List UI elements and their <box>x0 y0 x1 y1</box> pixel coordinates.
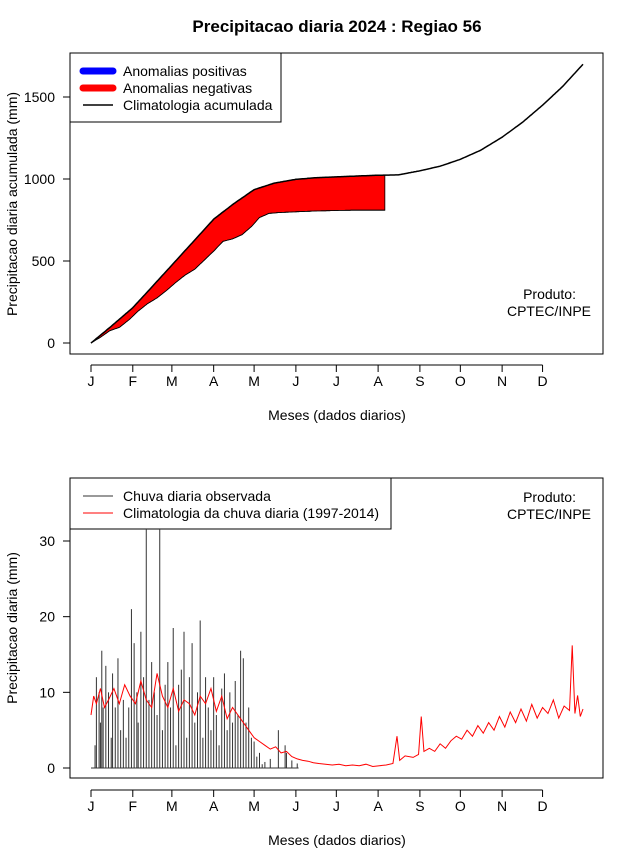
p2-month-label-0: J <box>88 798 95 814</box>
p1-month-label-5: J <box>292 373 299 389</box>
cumulative-precipitation-panel: 0 500 1000 1500 J F M A M J J A S O N D Meses (dados d… <box>4 52 604 423</box>
observed-cumulative-line <box>90 209 385 344</box>
y-axis-label-daily: Precipitacao diaria (mm) <box>4 552 20 704</box>
legend-label-clim-daily: Climatologia da chuva diaria (1997-2014) <box>123 505 379 521</box>
legend-daily: Chuva diaria observada Climatologia da c… <box>69 477 392 530</box>
p2-ytick-label-3: 30 <box>39 533 55 549</box>
p2-month-label-8: S <box>415 798 424 814</box>
daily-precipitation-panel: 0 10 20 30 J F M A M J J A S O N D Meses (dados diario… <box>4 477 604 848</box>
y-axis-cumulative: 0 500 1000 1500 <box>24 89 71 351</box>
p1-month-label-6: J <box>333 373 340 389</box>
p1-month-label-10: N <box>497 373 507 389</box>
p1-month-label-9: O <box>455 373 466 389</box>
observed-daily-rain-bars <box>91 529 299 769</box>
climatology-daily-line <box>90 645 584 768</box>
p2-month-label-3: A <box>209 798 219 814</box>
p1-ytick-label-3: 1500 <box>24 89 55 105</box>
legend-box-daily <box>69 477 392 530</box>
credit-cptec-inpe-daily: CPTEC/INPE <box>507 506 591 522</box>
p2-month-label-2: M <box>166 798 178 814</box>
cumulative-lines <box>90 63 584 344</box>
legend-label-positive-anomaly: Anomalias positivas <box>123 63 247 79</box>
p1-month-label-0: J <box>88 373 95 389</box>
credit-produto-daily: Produto: <box>523 489 576 505</box>
p1-ytick-label-0: 0 <box>47 335 55 351</box>
climatology-daily-line <box>90 645 584 768</box>
p1-month-label-7: A <box>373 373 383 389</box>
legend-cumulative: Anomalias positivas Anomalias negativas … <box>69 52 282 123</box>
x-axis-label-cumulative: Meses (dados diarios) <box>268 407 406 423</box>
p1-month-label-11: D <box>537 373 547 389</box>
p2-month-label-9: O <box>455 798 466 814</box>
legend-label-negative-anomaly: Anomalias negativas <box>123 80 252 96</box>
legend-label-climatology: Climatologia acumulada <box>123 97 273 113</box>
p2-ytick-label-1: 10 <box>39 684 55 700</box>
p1-ytick-label-1: 500 <box>32 253 56 269</box>
x-axis-label-daily: Meses (dados diarios) <box>268 832 406 848</box>
legend-label-observed: Chuva diaria observada <box>123 488 271 504</box>
p1-month-label-8: S <box>415 373 424 389</box>
y-axis-daily: 0 10 20 30 <box>39 533 71 776</box>
climatology-cumulative-line <box>90 63 584 344</box>
p2-month-label-4: M <box>248 798 260 814</box>
p1-month-label-4: M <box>248 373 260 389</box>
p2-month-label-5: J <box>292 798 299 814</box>
credit-cptec-inpe: CPTEC/INPE <box>507 303 591 319</box>
p2-ytick-label-0: 0 <box>47 760 55 776</box>
p1-month-label-2: M <box>166 373 178 389</box>
p1-month-label-3: A <box>209 373 219 389</box>
p2-month-label-7: A <box>373 798 383 814</box>
p2-month-label-6: J <box>333 798 340 814</box>
p1-ytick-label-2: 1000 <box>24 171 55 187</box>
y-axis-label-cumulative: Precipitacao diaria acumulada (mm) <box>4 92 20 316</box>
p2-ytick-label-2: 20 <box>39 609 55 625</box>
credit-produto: Produto: <box>523 286 576 302</box>
p2-month-label-11: D <box>537 798 547 814</box>
p1-month-label-1: F <box>129 373 138 389</box>
p2-month-label-1: F <box>129 798 138 814</box>
figure-title: Precipitacao diaria 2024 : Regiao 56 <box>192 17 481 36</box>
p2-month-label-10: N <box>497 798 507 814</box>
